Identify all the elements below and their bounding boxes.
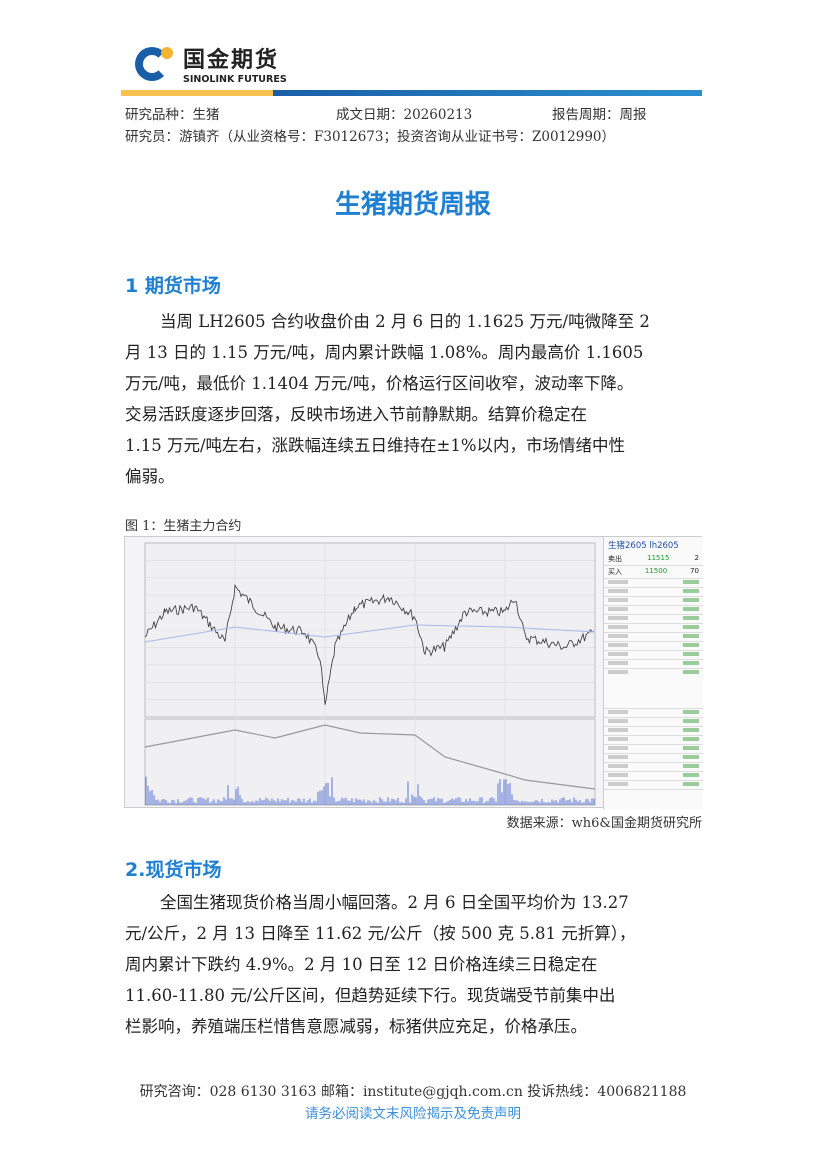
section-heading: 2.现货市场 [125,859,222,881]
para-line: 交易活跃度逐步回落，反映市场进入节前静默期。结算价稳定在 [125,405,587,424]
para-line: 栏影响，养殖端压栏惜售意愿减弱，标猪供应充足，价格承压。 [125,1017,587,1036]
panel-value: 11515 [647,554,670,562]
futures-chart-image: 生猪2605 lh2605 卖出 11515 2 买入 11500 70 [124,536,703,809]
footer-disclaimer[interactable]: 请务必阅读文末风险揭示及免责声明 [305,1106,521,1122]
para-line: 全国生猪现货价格当周小幅回落。2 月 6 日全国平均价为 13.27 [160,893,629,912]
figure-source: 数据来源：wh6&国金期货研究所 [506,816,702,831]
panel-title: 生猪2605 lh2605 [608,541,679,551]
section-paragraph: 全国生猪现货价格当周小幅回落。2 月 6 日全国平均价为 13.27 元/公斤，… [125,887,710,1042]
para-line: 1.15 万元/吨左右，涨跌幅连续五日维持在±1%以内，市场情绪中性 [125,436,626,455]
panel-label: 买入 [608,568,622,576]
price-chart-drawing [144,542,596,806]
figure-caption: 图 1：生猪主力合约 [125,519,242,534]
header-divider [121,90,702,96]
panel-value: 70 [690,567,699,575]
para-line: 偏弱。 [125,467,175,486]
para-line: 月 13 日的 1.15 万元/吨，周内累计跌幅 1.08%。周内最高价 1.1… [125,343,644,362]
meta-variety: 研究品种：生猪 [125,107,220,123]
footer-contact: 研究咨询：028 6130 3163 邮箱：institute@gjqh.com… [139,1084,687,1100]
para-line: 元/公斤，2 月 13 日降至 11.62 元/公斤（按 500 克 5.81 … [125,924,636,943]
section-paragraph: 当周 LH2605 合约收盘价由 2 月 6 日的 1.1625 万元/吨微降至… [125,306,710,492]
logo-mark-icon [135,46,173,81]
panel-value: 11500 [644,567,668,575]
logo-en: SINOLINK FUTURES [183,74,287,85]
meta-researcher: 研究员：游镇齐（从业资格号：F3012673；投资咨询从业证书号：Z001299… [125,129,615,145]
meta-date: 成文日期：20260213 [336,107,473,123]
logo-cn: 国金期货 [183,48,280,73]
para-line: 11.60-11.80 元/公斤区间，但趋势延续下行。现货端受节前集中出 [125,986,616,1005]
page-title: 生猪期货周报 [334,190,491,220]
para-line: 周内累计下跌约 4.9%。2 月 10 日至 12 日价格连续三日稳定在 [125,955,598,974]
quote-panel: 生猪2605 lh2605 卖出 11515 2 买入 11500 70 [603,537,703,809]
para-line: 当周 LH2605 合约收盘价由 2 月 6 日的 1.1625 万元/吨微降至… [160,312,650,331]
section-heading: 1 期货市场 [125,275,221,297]
meta-period: 报告周期：周报 [552,107,647,123]
panel-label: 卖出 [608,555,622,563]
company-logo: 国金期货 SINOLINK FUTURES [135,42,287,85]
panel-value: 2 [694,554,699,562]
para-line: 万元/吨，最低价 1.1404 万元/吨，价格运行区间收窄，波动率下降。 [125,374,634,393]
